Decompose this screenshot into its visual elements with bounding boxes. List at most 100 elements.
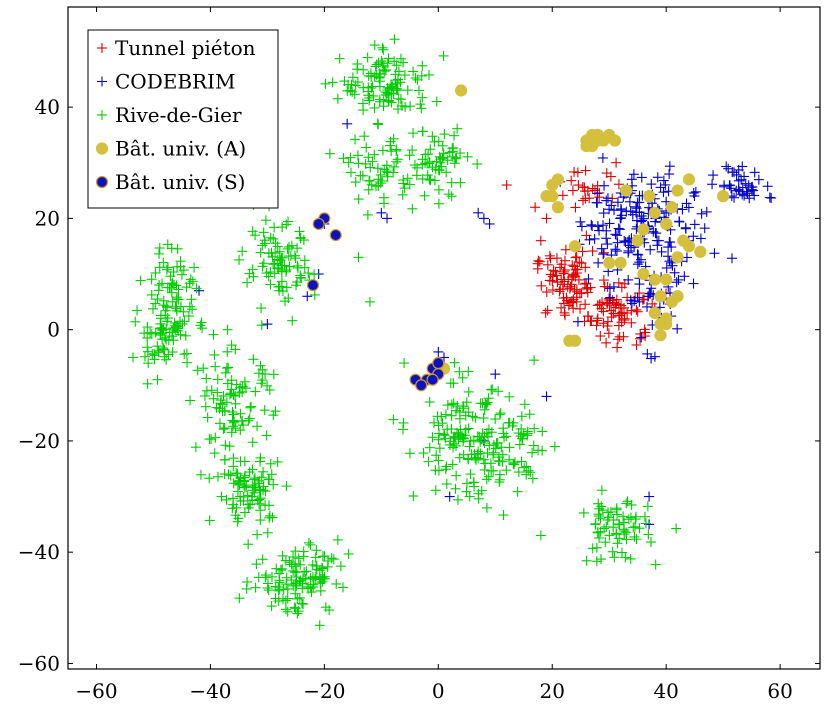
data-point [513, 467, 524, 478]
data-point [262, 319, 273, 330]
data-point [413, 85, 424, 96]
data-point [233, 476, 244, 487]
data-point [748, 185, 759, 196]
legend-entry: Tunnel piéton [97, 36, 256, 60]
data-point [248, 354, 259, 365]
legend-label: Rive-de-Gier [115, 103, 242, 127]
data-point [363, 86, 374, 97]
data-point [590, 519, 601, 530]
data-point [247, 226, 258, 237]
data-point [669, 267, 680, 278]
data-point [455, 424, 466, 435]
data-point [566, 175, 577, 186]
data-point [636, 332, 647, 343]
data-point [202, 412, 213, 423]
data-point [238, 420, 249, 431]
data-point [446, 399, 457, 410]
data-point [528, 440, 539, 451]
data-point [242, 576, 253, 587]
data-point [632, 259, 643, 270]
legend-label: Bât. univ. (A) [115, 137, 246, 161]
data-point [671, 277, 682, 288]
data-point [247, 480, 258, 491]
data-point [201, 373, 212, 384]
data-point [150, 267, 161, 278]
data-point [317, 563, 328, 574]
data-point [369, 149, 380, 160]
data-point [255, 515, 266, 526]
data-point [251, 559, 262, 570]
data-point [295, 270, 306, 281]
data-point [433, 346, 444, 357]
data-point [314, 620, 325, 631]
data-point [601, 195, 612, 206]
data-point [167, 296, 178, 307]
data-point [312, 217, 325, 231]
data-point [382, 84, 393, 95]
data-point [427, 131, 438, 142]
data-point [283, 293, 294, 304]
data-point [392, 85, 403, 96]
data-point [591, 134, 604, 147]
data-point [310, 574, 321, 585]
data-point [270, 406, 281, 417]
data-point [360, 158, 371, 169]
data-point [343, 157, 354, 168]
data-point [350, 177, 361, 188]
data-point [384, 83, 395, 94]
data-point [618, 331, 629, 342]
data-point [382, 213, 393, 224]
data-point [454, 84, 468, 97]
data-point [378, 44, 389, 55]
data-point [142, 346, 153, 357]
data-point [220, 367, 231, 378]
data-point [699, 223, 710, 234]
data-point [648, 273, 661, 286]
data-point [608, 281, 619, 292]
data-point [232, 486, 243, 497]
data-point [717, 190, 730, 203]
data-point [441, 479, 452, 490]
data-point [264, 512, 275, 523]
data-point [478, 213, 489, 224]
data-point [215, 395, 226, 406]
data-point [452, 400, 463, 411]
data-point [168, 335, 179, 346]
data-point [161, 354, 172, 365]
data-point [598, 306, 609, 317]
data-point [219, 405, 230, 416]
data-point [317, 562, 328, 573]
data-point [219, 422, 230, 433]
data-point [560, 244, 571, 255]
data-point [452, 494, 463, 505]
data-point [280, 595, 291, 606]
data-point [529, 355, 540, 366]
data-point [598, 208, 609, 219]
data-point [404, 179, 415, 190]
data-point [262, 380, 273, 391]
data-point [519, 399, 530, 410]
data-point [726, 183, 737, 194]
data-point [540, 190, 553, 203]
data-point [139, 328, 150, 339]
data-point [332, 534, 343, 545]
data-point [545, 269, 556, 280]
data-point [286, 559, 297, 570]
data-point [232, 516, 243, 527]
data-point [243, 539, 254, 550]
data-point [504, 454, 515, 465]
data-point [666, 242, 677, 253]
data-point [161, 264, 172, 275]
data-point [527, 473, 538, 484]
data-point [450, 483, 461, 494]
data-point [473, 446, 484, 457]
data-point [468, 477, 479, 488]
data-point [753, 174, 764, 185]
data-point [430, 485, 441, 496]
data-point [591, 542, 602, 553]
data-point [562, 281, 573, 292]
data-point [227, 421, 238, 432]
data-point [637, 223, 650, 236]
data-point [739, 171, 750, 182]
